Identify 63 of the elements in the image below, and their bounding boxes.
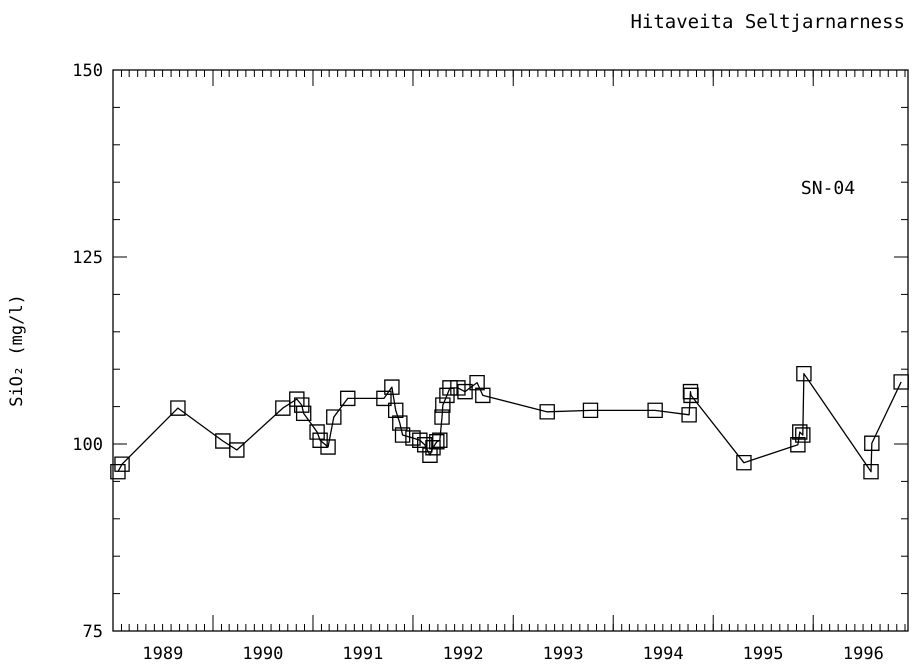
- point: [683, 388, 699, 404]
- y-tick-label: 150: [72, 60, 103, 81]
- point: [682, 384, 698, 400]
- point: [394, 427, 410, 443]
- y-tick-label: 100: [72, 434, 103, 455]
- point: [790, 437, 806, 452]
- x-tick-label: 1991: [342, 644, 384, 664]
- point: [405, 430, 421, 446]
- point: [296, 406, 312, 422]
- y-tick-label: 125: [72, 248, 103, 268]
- point: [326, 409, 342, 425]
- point: [320, 439, 336, 455]
- point: [795, 427, 811, 443]
- chart-title: Hitaveita Seltjarnarness: [630, 11, 905, 33]
- point: [229, 442, 245, 458]
- point: [417, 437, 432, 452]
- x-tick-label: 1992: [442, 644, 484, 664]
- point: [864, 436, 880, 451]
- point: [425, 440, 441, 456]
- point: [469, 374, 485, 390]
- point: [457, 384, 473, 400]
- point: [294, 397, 310, 413]
- point: [442, 380, 458, 396]
- point: [475, 388, 491, 404]
- point: [376, 390, 392, 406]
- point: [289, 391, 305, 407]
- point: [388, 402, 404, 418]
- point: [170, 400, 186, 416]
- point: [796, 366, 812, 382]
- x-tick-label: 1996: [842, 644, 884, 664]
- x-tick-label: 1994: [642, 644, 684, 664]
- point: [893, 374, 909, 390]
- y-tick-label: 75: [82, 622, 103, 642]
- point: [340, 390, 356, 406]
- point: [434, 409, 450, 425]
- x-tick-label: 1993: [542, 644, 584, 664]
- point: [422, 448, 438, 463]
- y-axis-title: SiO₂ (mg/l): [7, 294, 27, 407]
- point: [681, 407, 697, 423]
- point: [309, 424, 325, 440]
- point: [384, 379, 400, 395]
- point: [110, 464, 126, 480]
- point: [539, 404, 555, 420]
- point: [429, 434, 445, 450]
- point: [863, 464, 879, 480]
- point: [432, 432, 448, 448]
- point: [582, 402, 598, 418]
- point: [412, 432, 428, 448]
- point: [450, 380, 466, 396]
- annotation: SN-04: [800, 178, 856, 199]
- point: [392, 415, 408, 431]
- point: [435, 397, 451, 413]
- x-tick-label: 1990: [242, 644, 284, 664]
- point: [792, 424, 808, 440]
- x-tick-label: 1989: [142, 644, 184, 664]
- point: [736, 454, 752, 470]
- point: [275, 400, 291, 416]
- point: [312, 432, 328, 448]
- point: [647, 402, 663, 418]
- x-tick-label: 1995: [742, 644, 784, 664]
- point: [439, 388, 455, 404]
- point: [114, 456, 130, 472]
- point: [215, 433, 231, 449]
